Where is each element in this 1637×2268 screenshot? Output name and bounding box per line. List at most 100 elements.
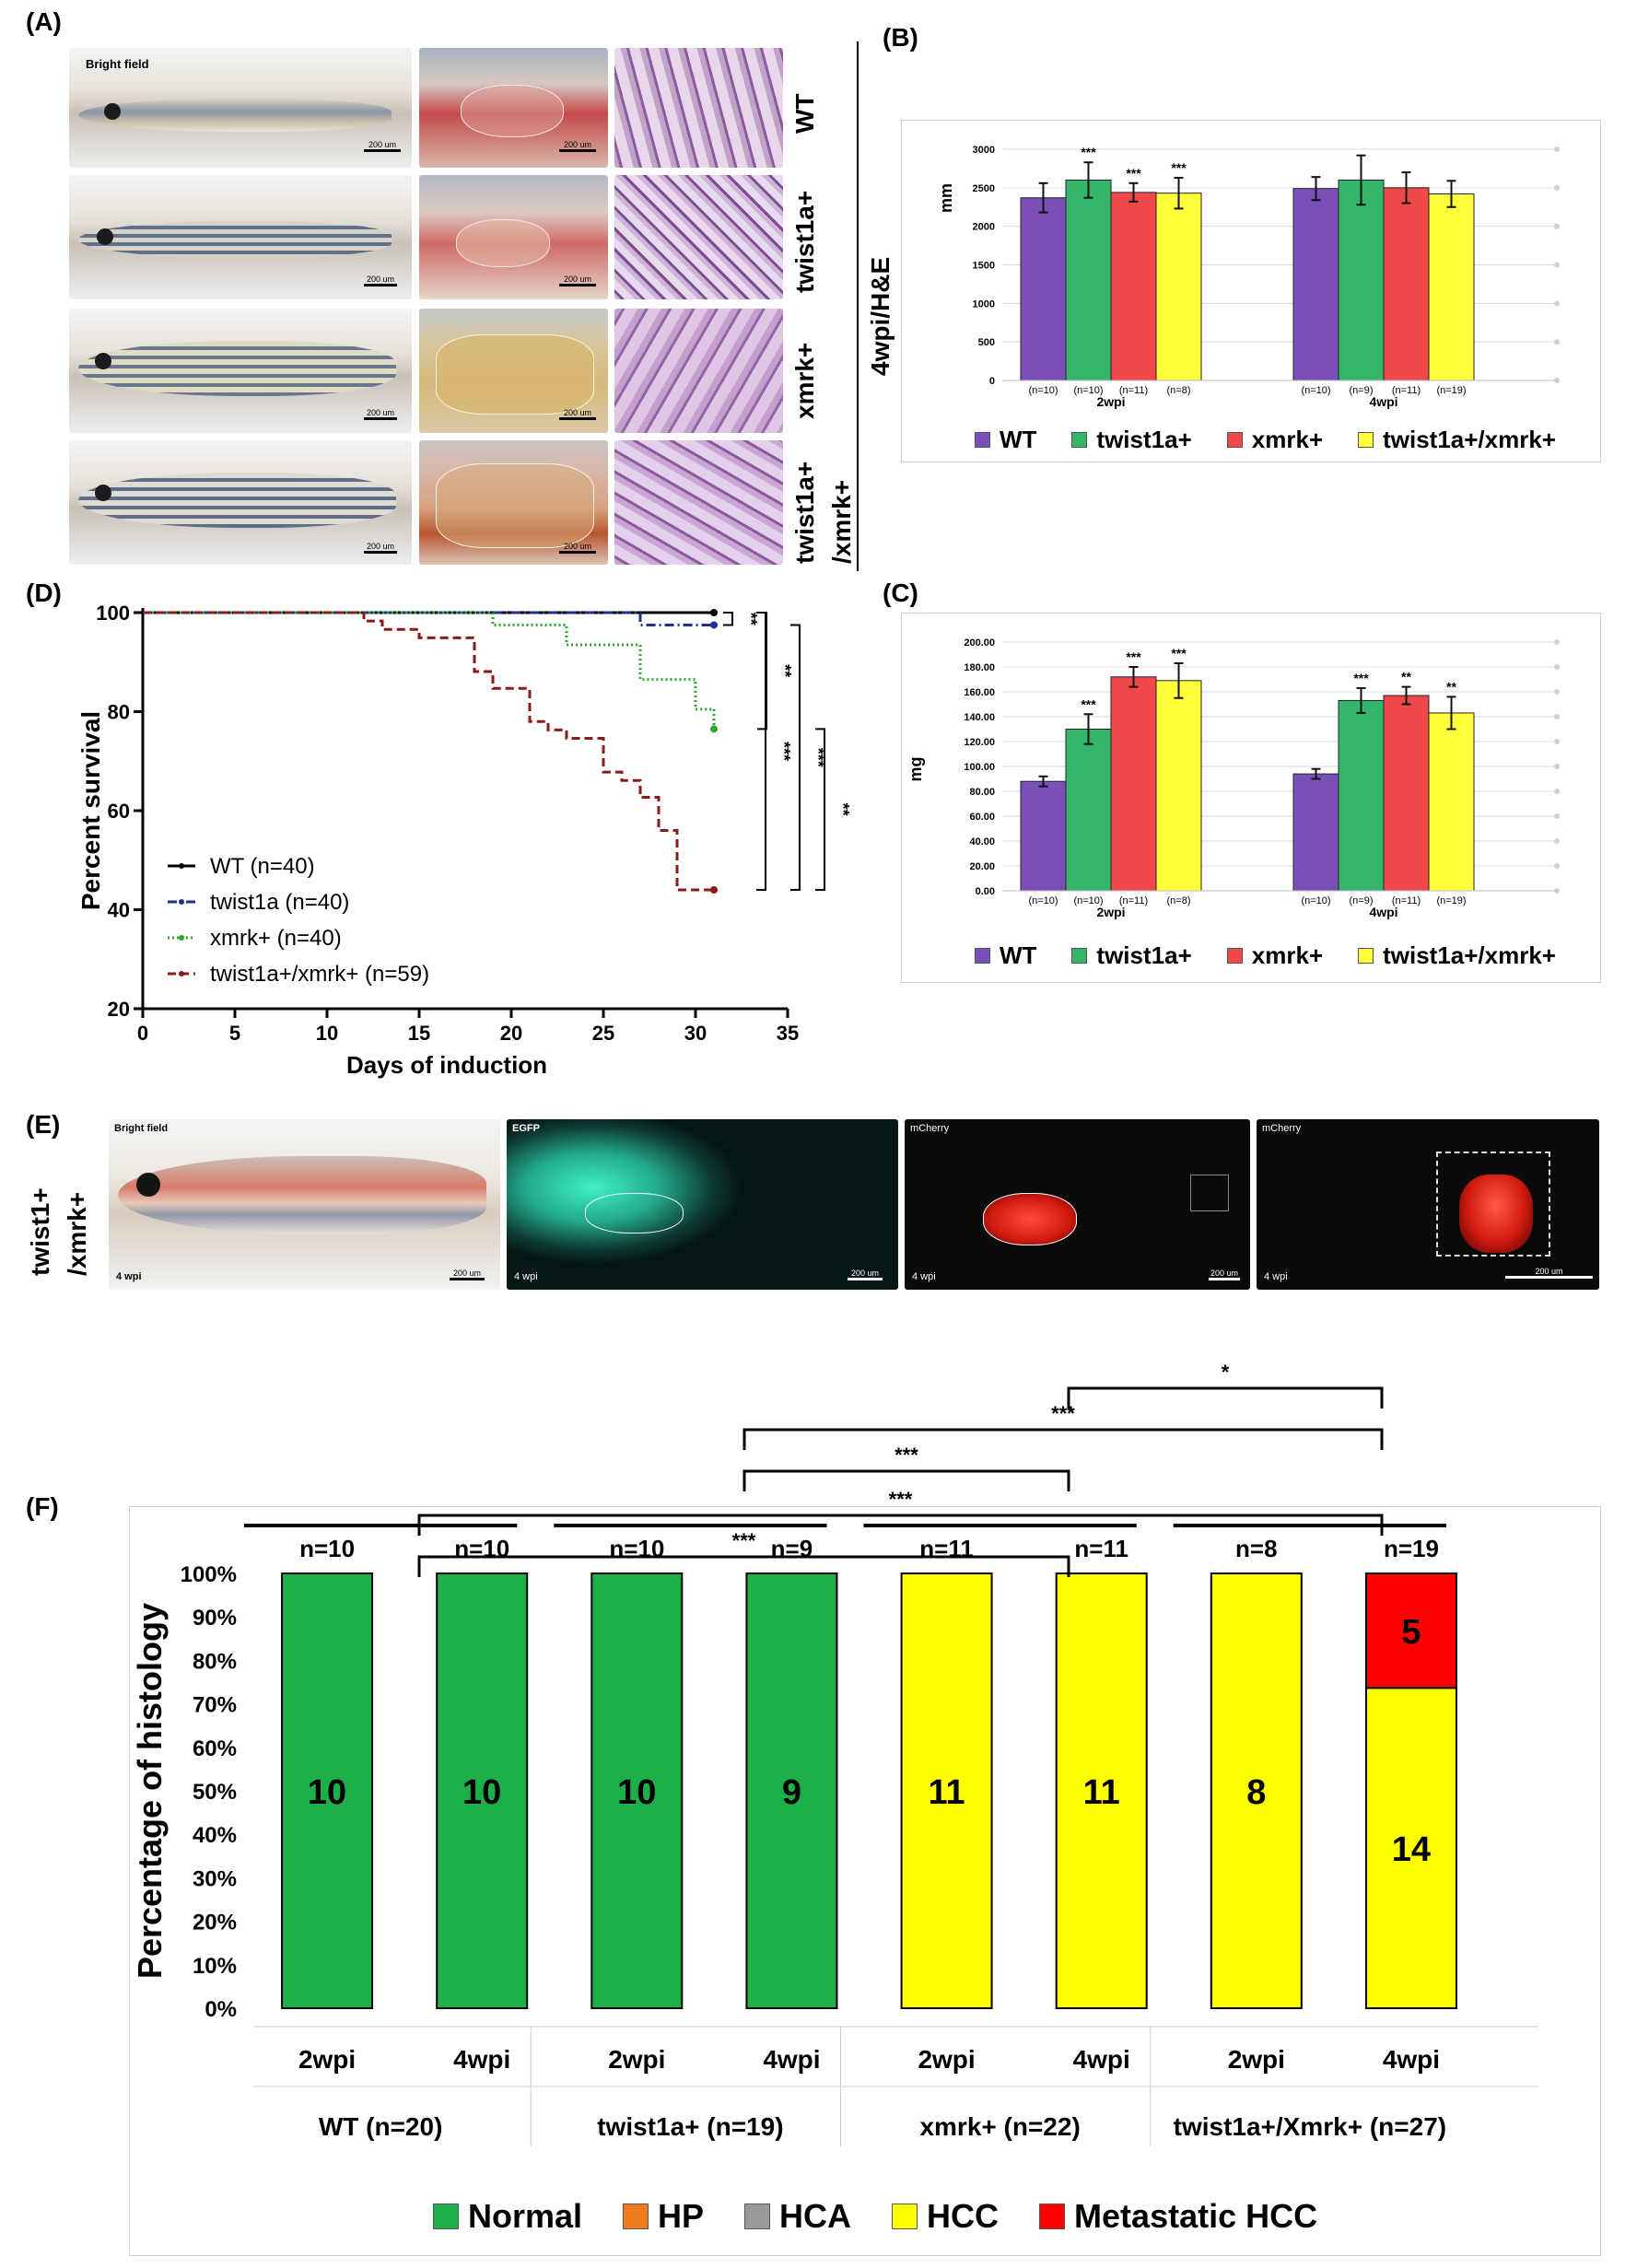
legend-label: twist1a+/xmrk+ <box>1383 426 1556 453</box>
legend-swatch <box>975 432 990 448</box>
survival-curve <box>143 611 716 730</box>
n-label: (n=8) <box>1167 385 1191 396</box>
gridline-dot <box>1554 714 1560 719</box>
bar <box>1155 680 1202 892</box>
fish-body <box>78 99 392 132</box>
zoom-box <box>1190 1175 1229 1211</box>
legend-marker <box>179 863 184 869</box>
y-tick-label: 50% <box>193 1780 237 1805</box>
legend-item-xmrk: xmrk+ <box>1226 426 1323 454</box>
bar <box>1428 712 1475 892</box>
y-tick-label: 40% <box>193 1823 237 1848</box>
tumor-signal <box>1459 1175 1533 1253</box>
stacked-bar-segment <box>1055 1572 1148 2009</box>
legend-item-hca: HCA <box>744 2197 851 2236</box>
legend-item-wt: WT <box>975 426 1036 454</box>
x-tick-label: 4wpi <box>453 2045 510 2074</box>
scale-bar: 200 um <box>364 408 397 420</box>
significance-label: *** <box>1353 671 1369 685</box>
liver-outline <box>436 334 594 415</box>
fish-bright-field-xmrk: 200 um <box>69 309 412 433</box>
n-label: (n=19) <box>1436 385 1466 396</box>
y-tick-label: 80.00 <box>969 787 995 798</box>
fluorescence-mcherry-1: mCherry 4 wpi 200 um <box>905 1119 1250 1290</box>
x-tick-label: 2wpi <box>608 2045 665 2074</box>
bar <box>1155 193 1202 381</box>
legend-item-twist1a-xmrk: twist1a+/xmrk+ <box>1358 426 1556 454</box>
censor-marker <box>710 621 718 629</box>
legend-swatch <box>433 2204 459 2229</box>
y-tick-label: 160.00 <box>964 687 995 698</box>
n-label: (n=10) <box>1301 385 1330 396</box>
significance-label: ** <box>776 664 794 677</box>
bar <box>1110 192 1157 381</box>
mcherry-label: mCherry <box>1262 1123 1302 1134</box>
panel-label-f: (F) <box>26 1492 59 1521</box>
legend-label: xmrk+ <box>1251 941 1324 969</box>
n-label: (n=19) <box>1436 895 1466 906</box>
panel-b-box <box>901 120 1601 462</box>
row-label-wt: WT <box>790 93 819 134</box>
bar-count-label: 14 <box>1392 1830 1431 1869</box>
y-tick-label: 70% <box>193 1693 237 1718</box>
y-tick-label: 30% <box>193 1866 237 1891</box>
scale-bar: 200 um <box>364 140 401 152</box>
n-label: (n=10) <box>1028 895 1058 906</box>
significance-label: ** <box>834 803 852 816</box>
y-tick-label: 140.00 <box>964 712 995 723</box>
significance-label: *** <box>732 1529 756 1552</box>
stacked-bar-segment <box>436 1572 529 2009</box>
group-label: WT (n=20) <box>319 2112 443 2141</box>
significance-bracket <box>742 1469 1070 1491</box>
legend-swatch <box>1226 432 1243 448</box>
he-histology-wt <box>614 48 783 168</box>
gridline-dot <box>1554 146 1560 152</box>
mcherry-label: mCherry <box>910 1123 950 1134</box>
significance-label: ** <box>1401 670 1411 684</box>
bar <box>1292 188 1339 381</box>
fish-eye <box>97 228 113 245</box>
liver-outline <box>585 1193 684 1233</box>
fish-eye <box>104 103 121 120</box>
y-tick-label: 1000 <box>973 298 995 310</box>
x-tick-label: 10 <box>316 1022 338 1045</box>
bar <box>1020 197 1067 381</box>
y-tick-label: 60% <box>193 1736 237 1761</box>
he-histology-twist1a-xmrk <box>614 440 783 565</box>
row-label-twist1a: twist1a+ <box>790 190 819 293</box>
significance-bracket <box>756 612 766 891</box>
fish-bright-field-wt: Bright field 200 um <box>69 48 412 168</box>
liver-outline <box>456 219 550 267</box>
y-tick-label: 100% <box>181 1562 237 1587</box>
panel-c-box <box>901 613 1601 983</box>
significance-bracket <box>815 728 825 891</box>
y-axis-label: Percent survival <box>76 711 105 910</box>
fish-body <box>118 1156 486 1234</box>
scale-bar: 200 um <box>559 542 596 554</box>
legend-label: HCA <box>779 2197 852 2235</box>
y-tick-label: 2500 <box>973 183 995 194</box>
x-tick-label: 30 <box>684 1022 707 1045</box>
chart-d: 20 40 60 80 100 0 5 10 15 20 25 30 35 Days of inducti… <box>76 602 852 1079</box>
gridline-dot <box>1554 838 1560 844</box>
scale-bar: 200 um <box>559 275 596 286</box>
y-axis-label: mg <box>906 757 925 782</box>
significance-label: *** <box>1081 696 1096 711</box>
significance-label: *** <box>1171 646 1187 661</box>
stacked-bar-segment <box>900 1572 993 2009</box>
bar <box>1428 193 1475 381</box>
n-label: (n=10) <box>1028 385 1058 396</box>
legend-label: twist1a (n=40) <box>210 890 349 915</box>
legend-swatch <box>1071 432 1088 448</box>
chart-f: 0% 10% 20% 30% 40% 50% 60% 70% 80% 90% 100% Percent… <box>131 1361 1538 2146</box>
legend-item-metastatic-hcc: Metastatic HCC <box>1039 2197 1317 2236</box>
y-tick-label: 10% <box>193 1954 237 1979</box>
panel-label-a: (A) <box>26 7 62 36</box>
bar-count-label: 10 <box>308 1773 346 1812</box>
gridline-dot <box>1554 184 1560 191</box>
x-tick-label: 2wpi <box>298 2045 356 2074</box>
group-label: 2wpi <box>1096 905 1125 919</box>
bar <box>1338 699 1385 892</box>
group-label: twist1a+/Xmrk+ (n=27) <box>1174 2112 1446 2141</box>
significance-label: *** <box>1081 145 1096 159</box>
